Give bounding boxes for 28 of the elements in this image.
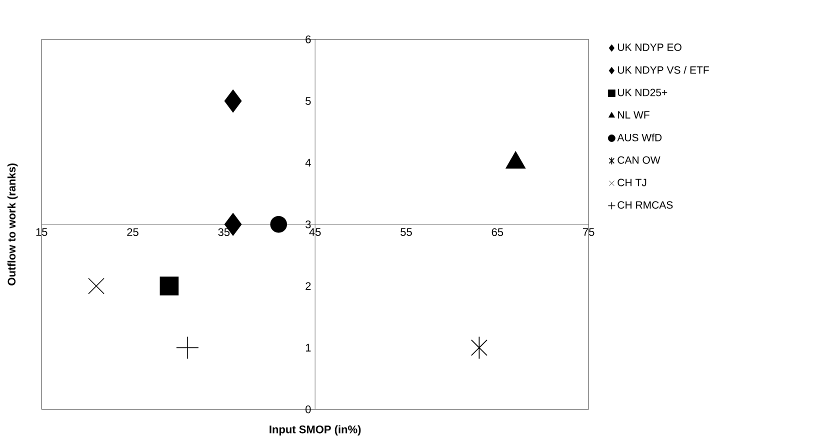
x-tick-label: 65 [492, 228, 504, 236]
legend-label: CAN OW [618, 156, 660, 164]
x-axis-title: Input SMOP (in%) [270, 425, 361, 436]
y-tick-label: 3 [306, 220, 311, 228]
y-tick-label: 4 [305, 158, 311, 166]
point [471, 336, 488, 359]
legend-label: UK NDYP EO [618, 44, 682, 51]
point [88, 278, 104, 294]
y-tick-label: 2 [306, 282, 311, 290]
point [176, 336, 198, 359]
x-tick-label: 25 [127, 228, 138, 236]
point [224, 90, 242, 112]
y-axis-title: Outflow to work (ranks) [7, 164, 18, 286]
x-tick-label: 45 [309, 228, 321, 236]
x-tick-label: 15 [36, 228, 48, 236]
legend-label: UK ND25+ [618, 88, 668, 96]
point [160, 276, 179, 296]
legend-label: UK NDYP VS / ETF [618, 66, 709, 74]
x-tick-label: 35 [218, 228, 230, 236]
point [270, 216, 288, 233]
y-tick-label: 1 [306, 344, 311, 352]
legend-label: NL WF [618, 111, 650, 118]
legend-label: CH RMCAS [618, 201, 673, 209]
x-tick-label: 75 [583, 228, 594, 236]
x-tick-label: 55 [400, 228, 412, 236]
legend-label: AUS WfD [617, 134, 662, 142]
y-tick-label: 5 [306, 97, 311, 105]
legend-label: CH TJ [618, 178, 646, 186]
